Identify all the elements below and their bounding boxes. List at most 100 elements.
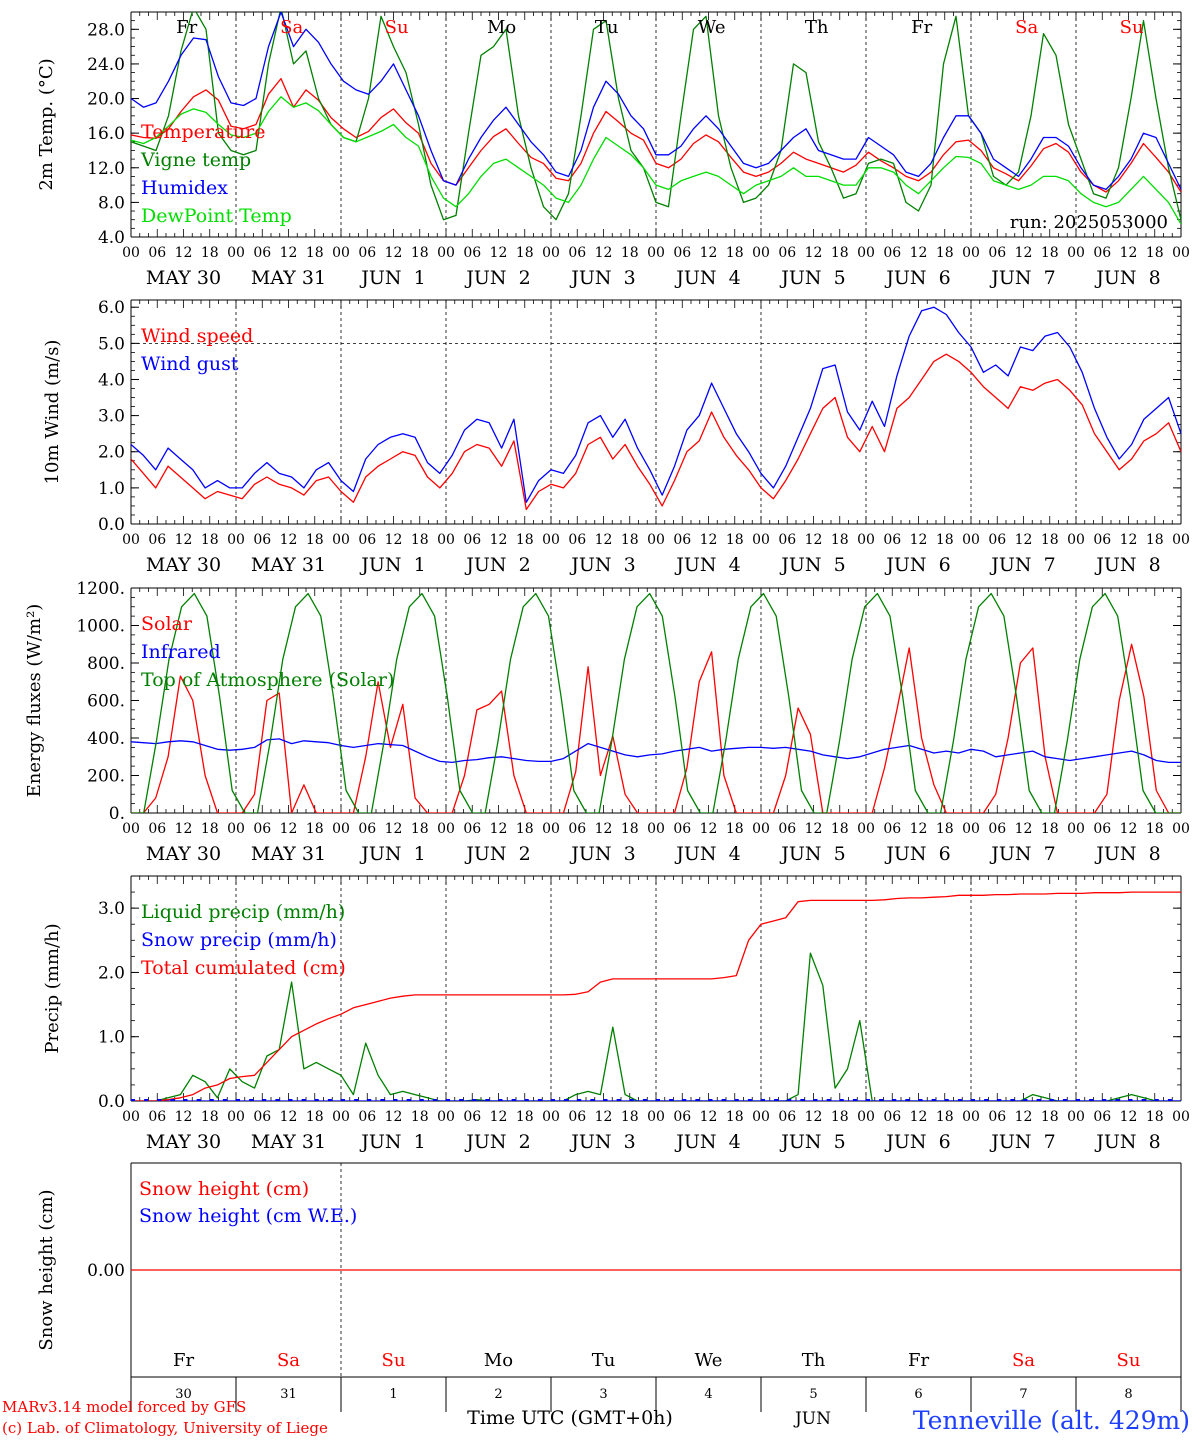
hour-tick-label: 18	[201, 532, 219, 548]
hour-tick-label: 18	[516, 1109, 534, 1125]
y-tick-label: 200.	[87, 767, 125, 787]
hour-tick-label: 00	[437, 1109, 455, 1125]
hour-tick-label: 18	[726, 245, 744, 261]
date-label: JUN 6	[884, 843, 950, 865]
weekday-label: Tu	[592, 1350, 616, 1371]
y-tick-label: 4.0	[98, 228, 125, 248]
bottom-time-axis: Fr 30 Sa 31 Su 1 Mo 2 Tu 3 We 4 Th 5 Fr 6 Sa 7 Su 8	[130, 1350, 1182, 1412]
date-label: JUN 8	[1094, 554, 1160, 576]
y-axis-label: Precip (mm/h)	[42, 923, 63, 1053]
series-line-humidex	[131, 12, 1181, 191]
hour-tick-label: 18	[726, 821, 744, 837]
hour-tick-label: 00	[647, 1109, 665, 1125]
weekday-label: Mo	[487, 17, 516, 38]
date-label: JUN 1	[359, 267, 425, 289]
hour-tick-label: 00	[1172, 245, 1190, 261]
hour-tick-label: 00	[1172, 1109, 1190, 1125]
hour-tick-label: 06	[568, 1109, 586, 1125]
hour-tick-label: 12	[1120, 532, 1138, 548]
chart-panels: 4.0 8.0 12.0 16.0 20.0 24.0 28.0 2m Temp. (°C) T…	[24, 11, 1190, 1378]
hour-tick-label: 18	[306, 245, 324, 261]
date-label: JUN 3	[569, 267, 635, 289]
hour-tick-label: 06	[883, 821, 901, 837]
hour-tick-label: 12	[805, 1109, 823, 1125]
date-label: JUN 1	[359, 843, 425, 865]
day-number-label: 30	[175, 1387, 192, 1402]
day-number-label: 31	[280, 1387, 297, 1402]
series-group	[131, 592, 1181, 813]
date-label: JUN 5	[779, 554, 845, 576]
weekday-label: Th	[805, 17, 829, 38]
hour-tick-label: 12	[910, 532, 928, 548]
hour-tick-label: 00	[122, 245, 140, 261]
y-tick-label: 16.0	[87, 124, 125, 144]
hour-tick-label: 00	[227, 821, 245, 837]
y-tick-label: 2.0	[98, 443, 125, 463]
hour-tick-label: 18	[201, 821, 219, 837]
hour-tick-label: 18	[1041, 821, 1059, 837]
legend-entry: Top of Atmosphere (Solar)	[141, 669, 394, 691]
date-label: JUN 3	[569, 843, 635, 865]
time-axis-title: Time UTC (GMT+0h)	[467, 1407, 673, 1429]
hour-tick-label: 06	[673, 1109, 691, 1125]
hour-tick-label: 06	[463, 532, 481, 548]
hour-tick-label: 12	[280, 532, 298, 548]
date-label: JUN 7	[989, 843, 1055, 865]
weekday-label: Fr	[911, 17, 932, 38]
hour-tick-label: 18	[1041, 1109, 1059, 1125]
hour-tick-label: 06	[358, 245, 376, 261]
day-number-label: 5	[809, 1387, 817, 1402]
hour-tick-label: 12	[1015, 821, 1033, 837]
hour-tick-label: 18	[516, 821, 534, 837]
weekday-label: We	[698, 17, 726, 38]
hour-tick-label: 00	[962, 821, 980, 837]
series-group	[131, 12, 1181, 225]
month-label: JUN	[793, 1409, 831, 1429]
date-label: JUN 4	[674, 1131, 740, 1153]
y-tick-label: 400.	[87, 729, 125, 749]
hour-tick-label: 18	[831, 821, 849, 837]
legend-entry: Humidex	[141, 177, 228, 199]
hour-tick-label: 12	[595, 821, 613, 837]
hour-tick-label: 12	[490, 245, 508, 261]
date-label: JUN 5	[779, 1131, 845, 1153]
hour-tick-label: 18	[306, 532, 324, 548]
hour-tick-label: 06	[358, 821, 376, 837]
hour-tick-label: 06	[778, 821, 796, 837]
hour-tick-label: 06	[673, 532, 691, 548]
weekday-label: We	[695, 1350, 723, 1371]
hour-tick-label: 12	[910, 1109, 928, 1125]
date-label: MAY 30	[146, 843, 221, 865]
hour-tick-label: 06	[568, 821, 586, 837]
weekday-label: Sa	[280, 17, 303, 38]
hour-tick-label: 18	[936, 821, 954, 837]
hour-tick-label: 12	[1120, 1109, 1138, 1125]
y-axis-label: 10m Wind (m/s)	[42, 340, 63, 485]
legend-entry: Solar	[141, 613, 193, 635]
y-tick-label: 800.	[87, 654, 125, 674]
hour-tick-label: 00	[1067, 821, 1085, 837]
y-tick-label: 600.	[87, 692, 125, 712]
hour-tick-label: 18	[936, 245, 954, 261]
series-line-infrared	[131, 738, 1181, 764]
weekday-label: Tu	[595, 17, 619, 38]
hour-tick-label: 12	[175, 821, 193, 837]
hour-tick-label: 06	[778, 245, 796, 261]
hour-tick-label: 06	[1093, 1109, 1111, 1125]
series-line-total-cumulated-cm	[131, 891, 1181, 1101]
hour-tick-label: 18	[831, 1109, 849, 1125]
hour-tick-label: 18	[306, 821, 324, 837]
day-number-label: 2	[494, 1387, 502, 1402]
hour-tick-label: 00	[752, 821, 770, 837]
hour-tick-label: 18	[1146, 532, 1164, 548]
hour-tick-label: 06	[1093, 245, 1111, 261]
hour-tick-label: 06	[148, 821, 166, 837]
hour-tick-label: 18	[1146, 245, 1164, 261]
series-group	[131, 306, 1181, 511]
hour-tick-label: 00	[857, 1109, 875, 1125]
hour-tick-label: 18	[936, 1109, 954, 1125]
hour-tick-label: 06	[253, 1109, 271, 1125]
y-tick-label: 0.0	[98, 515, 125, 535]
y-tick-label: 24.0	[87, 55, 125, 75]
